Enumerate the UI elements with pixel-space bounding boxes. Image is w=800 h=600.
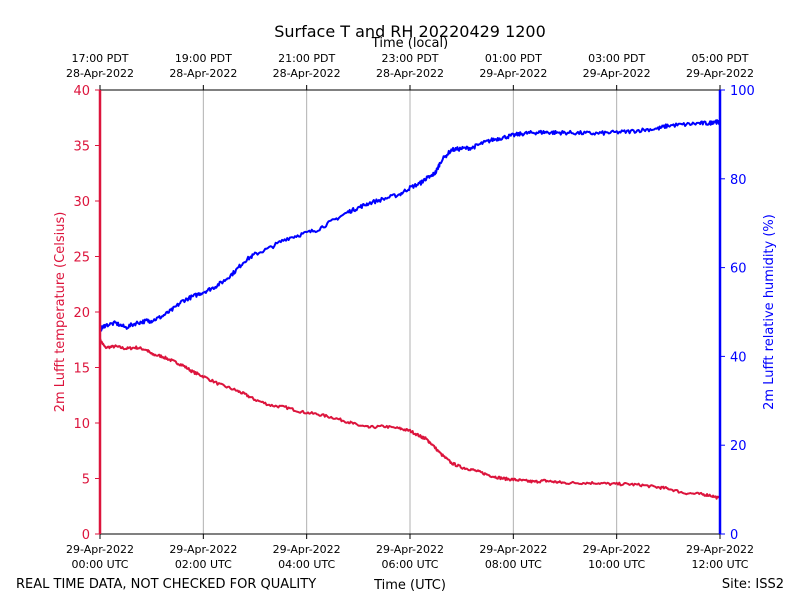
humidity-series-line	[99, 119, 721, 333]
footer-site-label: Site: ISS2	[722, 577, 784, 592]
y-axis-left-label: 2m Lufft temperature (Celsius)	[53, 212, 68, 413]
x-tick-label-time: 00:00 UTC	[71, 558, 128, 571]
x-tick-label-date: 29-Apr-2022	[583, 543, 651, 556]
y-left-tick-label: 30	[73, 195, 90, 210]
x-tick-label-date: 29-Apr-2022	[169, 543, 237, 556]
y-left-tick-label: 40	[73, 84, 90, 99]
x-tick-label-date: 29-Apr-2022	[376, 543, 444, 556]
top-tick-label-date: 28-Apr-2022	[376, 67, 444, 80]
y-right-tick-label: 80	[730, 173, 747, 188]
y-right-tick-label: 60	[730, 262, 747, 277]
top-tick-label-time: 05:00 PDT	[691, 52, 748, 65]
series-layer	[99, 119, 721, 500]
grid-layer	[202, 90, 618, 534]
top-tick-label-time: 01:00 PDT	[485, 52, 542, 65]
x-tick-label-date: 29-Apr-2022	[273, 543, 341, 556]
footer-quality-note: REAL TIME DATA, NOT CHECKED FOR QUALITY	[16, 577, 316, 592]
x-tick-label-time: 02:00 UTC	[175, 558, 232, 571]
x-tick-label-date: 29-Apr-2022	[686, 543, 754, 556]
y-right-tick-label: 20	[730, 439, 747, 454]
y-left-tick-label: 20	[73, 306, 90, 321]
top-tick-label-date: 29-Apr-2022	[686, 67, 754, 80]
x-tick-label-date: 29-Apr-2022	[66, 543, 134, 556]
x-tick-label-time: 10:00 UTC	[588, 558, 645, 571]
top-tick-label-time: 21:00 PDT	[278, 52, 335, 65]
y-left-tick-label: 5	[82, 473, 90, 488]
y-right-tick-label: 40	[730, 350, 747, 365]
top-tick-label-date: 28-Apr-2022	[66, 67, 134, 80]
x-tick-label-time: 12:00 UTC	[691, 558, 748, 571]
y-right-tick-label: 100	[730, 84, 755, 99]
x-axis-label: Time (UTC)	[373, 578, 446, 593]
chart-title: Surface T and RH 20220429 1200	[274, 22, 546, 41]
y-right-tick-label: 0	[730, 528, 738, 543]
y-left-tick-label: 15	[73, 362, 90, 377]
temperature-series-line	[99, 338, 721, 500]
y-left-tick-label: 0	[82, 528, 90, 543]
top-tick-label-time: 03:00 PDT	[588, 52, 645, 65]
x-tick-label-date: 29-Apr-2022	[479, 543, 547, 556]
top-tick-label-time: 17:00 PDT	[71, 52, 128, 65]
x-tick-label-time: 06:00 UTC	[381, 558, 438, 571]
x-tick-label-time: 08:00 UTC	[485, 558, 542, 571]
x-tick-label-time: 04:00 UTC	[278, 558, 335, 571]
y-axis-right-label: 2m Lufft relative humidity (%)	[762, 214, 777, 410]
y-left-tick-label: 25	[73, 251, 90, 266]
y-left-tick-label: 10	[73, 417, 90, 432]
top-tick-label-time: 19:00 PDT	[175, 52, 232, 65]
top-tick-label-date: 29-Apr-2022	[479, 67, 547, 80]
top-tick-label-time: 23:00 PDT	[381, 52, 438, 65]
top-tick-label-date: 28-Apr-2022	[169, 67, 237, 80]
y-left-tick-label: 35	[73, 140, 90, 155]
top-tick-label-date: 29-Apr-2022	[583, 67, 651, 80]
top-axis-label: Time (local)	[371, 36, 448, 51]
ticks-layer: 29-Apr-2022 00:00 UTC 29-Apr-2022 02:00 UTC…	[66, 52, 755, 571]
top-tick-label-date: 28-Apr-2022	[273, 67, 341, 80]
